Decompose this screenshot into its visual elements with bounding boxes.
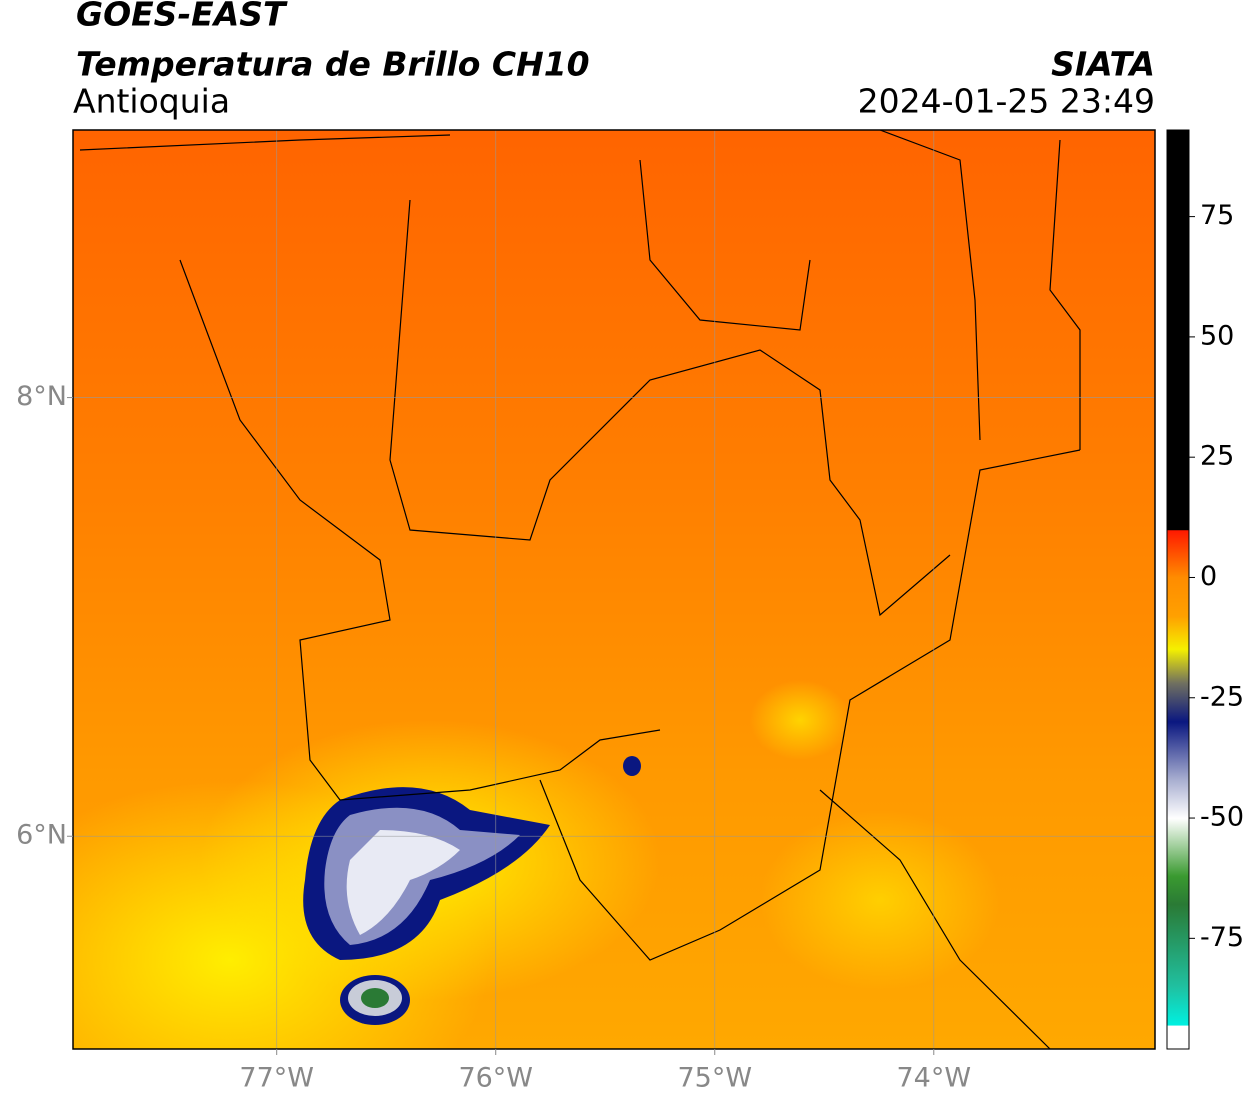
x-tick-label: 75°W <box>677 1063 752 1094</box>
subtitle: Temperatura de Brillo CH10 <box>76 45 590 84</box>
colorbar-label: 50 <box>1200 320 1234 351</box>
source: SIATA <box>1051 45 1155 84</box>
brightness-field <box>73 130 1155 1049</box>
title: GOES-EAST <box>76 0 288 34</box>
x-tick-label: 77°W <box>239 1063 314 1094</box>
colorbar-label: -25 <box>1200 681 1244 712</box>
timestamp: 2024-01-25 23:49 <box>858 82 1155 121</box>
colorbar <box>1166 129 1190 1050</box>
colorbar-label: 25 <box>1200 441 1234 472</box>
colorbar-label: -50 <box>1200 802 1244 833</box>
region: Antioquia <box>73 82 230 121</box>
grid <box>73 130 1155 1049</box>
x-tick-label: 76°W <box>458 1063 533 1094</box>
x-tick-label: 74°W <box>897 1063 972 1094</box>
y-tick-label: 6°N <box>16 820 67 851</box>
colorbar-label: 0 <box>1200 561 1217 592</box>
colorbar-label: -75 <box>1200 922 1244 953</box>
y-tick-label: 8°N <box>16 381 67 412</box>
colorbar-label: 75 <box>1200 200 1234 231</box>
map-frame <box>72 129 1156 1050</box>
